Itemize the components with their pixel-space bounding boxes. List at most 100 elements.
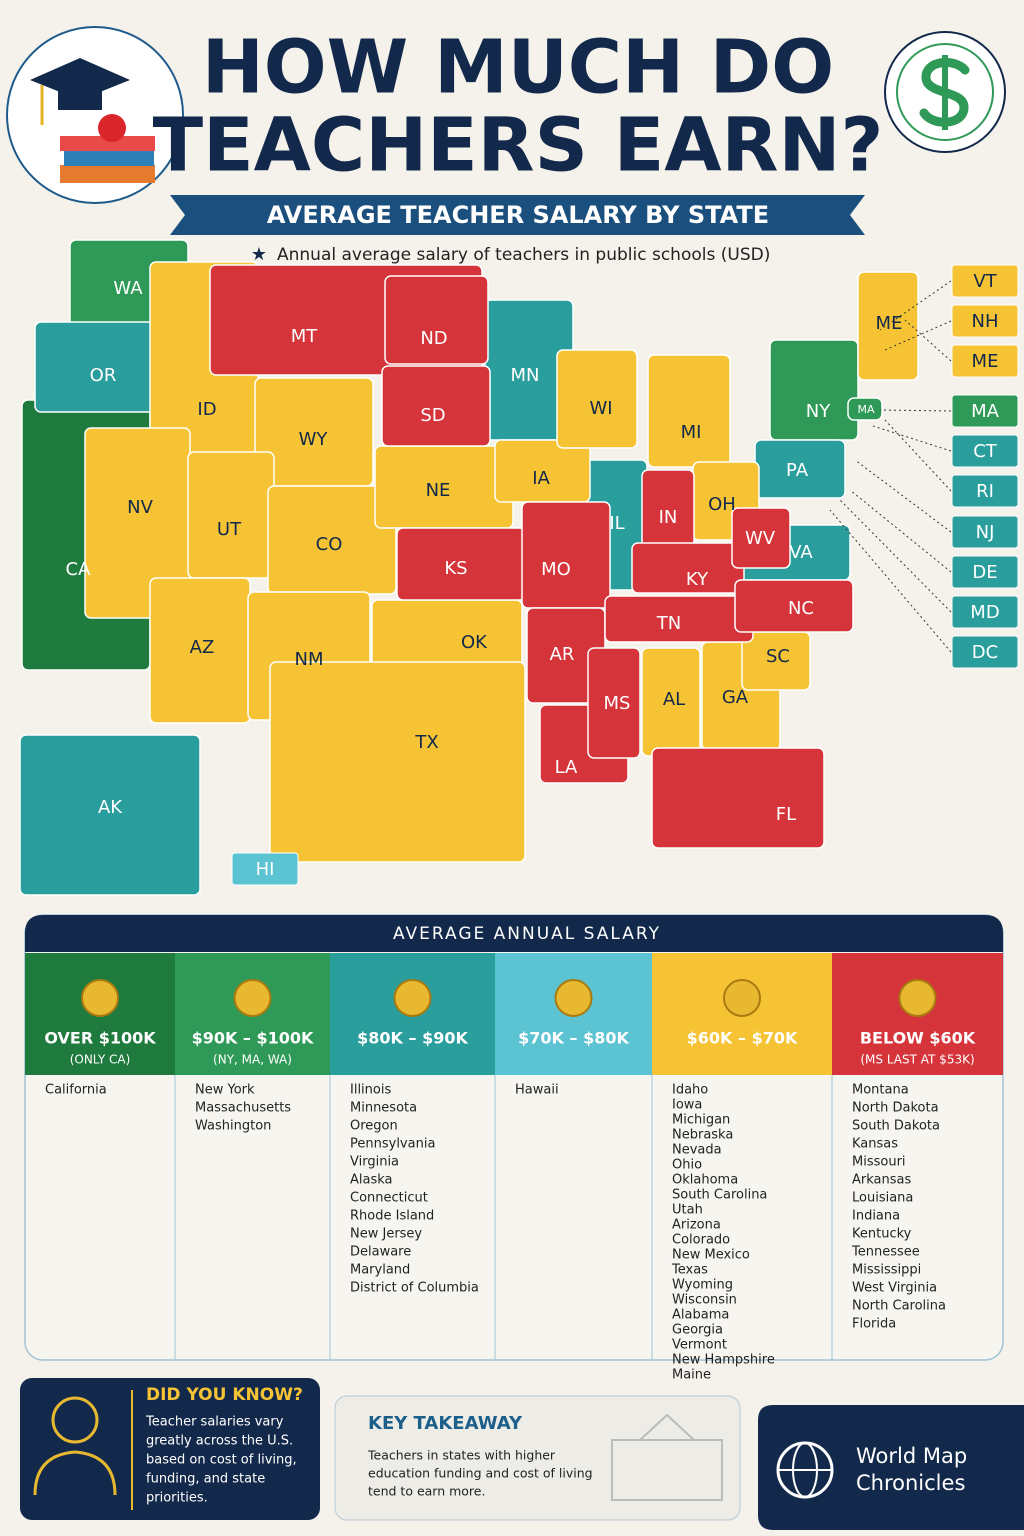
state-name: Oregon — [350, 1119, 398, 1134]
tier-icon — [723, 979, 761, 1017]
callout-label: HI — [256, 859, 275, 880]
state-name: North Dakota — [852, 1101, 939, 1116]
did-you-know-text: greatly across the U.S. — [146, 1434, 293, 1449]
callout-label: NH — [972, 311, 999, 332]
state-name: Ohio — [672, 1158, 702, 1173]
takeaway-title: KEY TAKEAWAY — [368, 1413, 523, 1434]
takeaway-text: Teachers in states with higher — [367, 1448, 556, 1463]
callout-box — [951, 555, 1019, 589]
state-label: NC — [788, 598, 814, 619]
tier-sublabel: (MS LAST AT $53K) — [860, 1053, 974, 1067]
callout-label: MA — [971, 401, 1000, 422]
state-name: California — [45, 1083, 107, 1098]
state-label: IN — [659, 507, 678, 528]
state-name: Wisconsin — [672, 1293, 737, 1308]
state-label: IL — [609, 513, 624, 534]
tier-label: $60K – $70K — [687, 1029, 798, 1048]
state-shape — [269, 661, 526, 863]
state-shape — [731, 507, 791, 569]
leader-line — [839, 499, 952, 613]
state-name: New Jersey — [350, 1227, 422, 1242]
state-name: Alaska — [350, 1173, 393, 1188]
callout-box — [951, 394, 1019, 428]
tier-icon — [554, 979, 593, 1017]
state-name: South Carolina — [672, 1188, 767, 1203]
state-name: Louisiana — [852, 1191, 913, 1206]
state-label: NY — [806, 401, 831, 422]
state-shape — [734, 579, 854, 633]
state-name: District of Columbia — [350, 1281, 479, 1296]
salary-legend: AVERAGE ANNUAL SALARY OVER $100K (ONLY CA)… — [24, 914, 1004, 1383]
callout-label: DC — [972, 642, 998, 663]
state-shape — [857, 271, 919, 381]
callout-label: MD — [970, 602, 999, 623]
state-label: GA — [722, 687, 749, 708]
state-name: Colorado — [672, 1233, 730, 1248]
state-label: MN — [511, 365, 540, 386]
state-name: Connecticut — [350, 1191, 428, 1206]
callout-label: VT — [973, 271, 997, 292]
callout-label: DE — [972, 562, 997, 583]
state-name: Wyoming — [672, 1278, 733, 1293]
state-label: PA — [786, 460, 809, 481]
school-roof — [637, 1413, 697, 1441]
state-shape — [384, 275, 489, 365]
state-name: Arizona — [672, 1218, 721, 1233]
leader-line — [879, 280, 952, 331]
state-name: Utah — [672, 1203, 703, 1218]
callout-label: ME — [972, 351, 999, 372]
state-label: IA — [532, 468, 550, 489]
state-name: Maryland — [350, 1263, 410, 1278]
leader-line — [904, 319, 952, 362]
callout-box — [951, 595, 1019, 629]
state-name: Minnesota — [350, 1101, 417, 1116]
callout-box — [951, 344, 1019, 378]
did-you-know-text: funding, and state — [146, 1472, 265, 1487]
state-shape — [651, 747, 825, 849]
state-label: KY — [686, 569, 709, 590]
state-shape — [587, 647, 641, 759]
callout-box — [951, 434, 1019, 468]
graduation-icon — [6, 26, 184, 204]
state-name: Pennsylvania — [350, 1137, 435, 1152]
person-icon — [51, 1396, 99, 1444]
state-name: Washington — [195, 1119, 271, 1134]
state-label: ID — [197, 399, 216, 420]
leader-line — [869, 424, 952, 452]
state-name: Rhode Island — [350, 1209, 434, 1224]
did-you-know-text: Teacher salaries vary — [145, 1415, 284, 1430]
state-label: NV — [127, 497, 153, 518]
state-label: NE — [426, 480, 451, 501]
state-name: Maine — [672, 1368, 711, 1383]
state-name: Missouri — [852, 1155, 906, 1170]
state-shape — [769, 339, 859, 441]
tier-label: $80K – $90K — [357, 1029, 468, 1048]
state-name: Oklahoma — [672, 1173, 738, 1188]
leader-line — [849, 489, 952, 573]
callout-box — [951, 304, 1019, 338]
state-name: Kansas — [852, 1137, 898, 1152]
person-body — [33, 1450, 117, 1496]
state-name: New Mexico — [672, 1248, 750, 1263]
footer: DID YOU KNOW? Teacher salaries vary greatl… — [20, 1378, 1024, 1530]
state-name: Hawaii — [515, 1083, 559, 1098]
state-label: MS — [604, 693, 631, 714]
state-label: AK — [98, 797, 123, 818]
state-name: Georgia — [672, 1323, 723, 1338]
state-label: OR — [90, 365, 117, 386]
brand-box — [758, 1405, 1024, 1530]
state-name: Montana — [852, 1083, 909, 1098]
state-label: KS — [444, 558, 467, 579]
state-label: TN — [656, 613, 681, 634]
state-label: OK — [461, 632, 488, 653]
brand-name: Chronicles — [856, 1471, 965, 1495]
tier-label: $90K – $100K — [192, 1029, 314, 1048]
state-name: Florida — [852, 1317, 896, 1332]
state-shape — [847, 397, 883, 421]
dollar-icon — [884, 31, 1006, 153]
state-label: CA — [66, 559, 92, 580]
leader-line — [829, 509, 952, 653]
state-name: Kentucky — [852, 1227, 912, 1242]
state-label: TX — [414, 732, 438, 753]
leader-line — [884, 320, 952, 351]
